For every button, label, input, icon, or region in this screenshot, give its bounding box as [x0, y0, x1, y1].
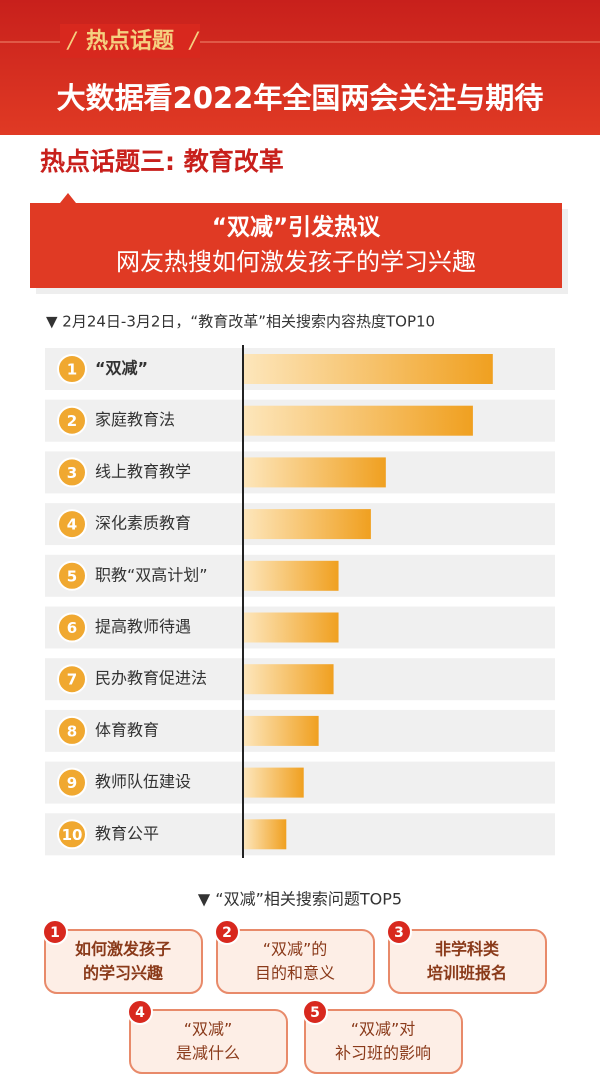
rank-number: 9 — [67, 774, 77, 792]
category-label: 教师队伍建设 — [95, 772, 191, 791]
question-text: “双减” — [184, 1020, 233, 1039]
question-rank: 1 — [50, 925, 60, 941]
rank-number: 1 — [67, 361, 77, 379]
rank-number: 3 — [67, 464, 77, 482]
rank-number: 2 — [67, 412, 77, 430]
bar — [244, 664, 334, 695]
row-bg — [45, 813, 555, 856]
rank-badge — [57, 715, 87, 746]
category-label: 提高教师待遇 — [95, 617, 191, 636]
rank-badge — [57, 405, 87, 436]
slash: / — [66, 29, 78, 54]
section-title: 热点话题三: 教育改革 — [40, 147, 284, 176]
question-rank: 3 — [394, 925, 404, 941]
question-box — [44, 929, 203, 994]
chart-title: ▼ 2月24日-3月2日，“教育改革”相关搜索内容热度TOP10 — [46, 313, 435, 331]
banner-pointer — [60, 193, 76, 203]
header-tag: 热点话题 — [86, 28, 175, 54]
question-badge — [42, 919, 68, 945]
bar — [244, 560, 339, 591]
category-label: 家庭教育法 — [95, 410, 175, 429]
rank-number: 10 — [62, 826, 83, 844]
bar — [244, 767, 304, 798]
bar — [244, 457, 386, 488]
rank-number: 5 — [67, 567, 77, 585]
rank-badge — [57, 819, 87, 850]
rank-badge — [57, 612, 87, 643]
category-label: 民办教育促进法 — [95, 669, 207, 688]
question-text: “双减”对 — [351, 1020, 416, 1039]
question-box — [216, 929, 375, 994]
category-label: 线上教育教学 — [95, 462, 191, 481]
banner-line: “双减”引发热议 — [212, 214, 381, 241]
bar — [244, 612, 339, 643]
slash: / — [188, 29, 200, 54]
rank-number: 7 — [67, 671, 77, 689]
rank-number: 8 — [67, 722, 77, 740]
question-text: 目的和意义 — [255, 964, 335, 983]
question-badge — [127, 999, 153, 1025]
rank-badge — [57, 457, 87, 488]
question-text: 培训班报名 — [427, 964, 507, 983]
question-badge — [302, 999, 328, 1025]
category-label: 教育公平 — [95, 824, 159, 843]
header-bg — [0, 0, 600, 135]
bar-chart: 1 “双减” 2 家庭教育法 3 线上教育教学 4 深化素质教育 5 职教“双高计划” 6 提高教师待… — [45, 345, 555, 858]
banner-line: 网友热搜如何激发孩子的学习兴趣 — [116, 248, 476, 276]
bar — [244, 819, 287, 850]
tag-bg — [60, 24, 200, 58]
question-rank: 5 — [310, 1005, 320, 1021]
question-badge — [386, 919, 412, 945]
question-box — [304, 1009, 463, 1074]
question-text: 非学科类 — [435, 940, 500, 959]
rank-badge — [57, 664, 87, 695]
rank-badge — [57, 560, 87, 591]
category-label: 深化素质教育 — [95, 514, 191, 533]
rank-badge — [57, 767, 87, 798]
question-rank: 2 — [222, 925, 232, 941]
bar — [244, 354, 493, 384]
category-label: “双减” — [95, 359, 148, 378]
questions-title: ▼ “双减”相关搜索问题TOP5 — [198, 890, 402, 909]
question-text: 的学习兴趣 — [83, 964, 164, 983]
banner-bg — [30, 203, 562, 288]
bar — [244, 715, 319, 746]
rank-badge — [57, 354, 87, 384]
bar — [244, 405, 473, 436]
question-rank: 4 — [135, 1005, 145, 1021]
question-text: 补习班的影响 — [335, 1044, 431, 1063]
rank-number: 4 — [67, 516, 77, 534]
bar — [244, 509, 371, 540]
category-label: 职教“双高计划” — [95, 565, 208, 584]
question-box — [129, 1009, 288, 1074]
question-text: 如何激发孩子 — [75, 940, 171, 959]
rank-badge — [57, 509, 87, 540]
question-box — [388, 929, 547, 994]
question-text: “双减”的 — [263, 940, 328, 959]
question-text: 是减什么 — [176, 1044, 240, 1063]
question-badge — [214, 919, 240, 945]
header-title: 大数据看2022年全国两会关注与期待 — [57, 81, 544, 115]
rank-number: 6 — [67, 619, 77, 637]
category-label: 体育教育 — [95, 720, 159, 739]
